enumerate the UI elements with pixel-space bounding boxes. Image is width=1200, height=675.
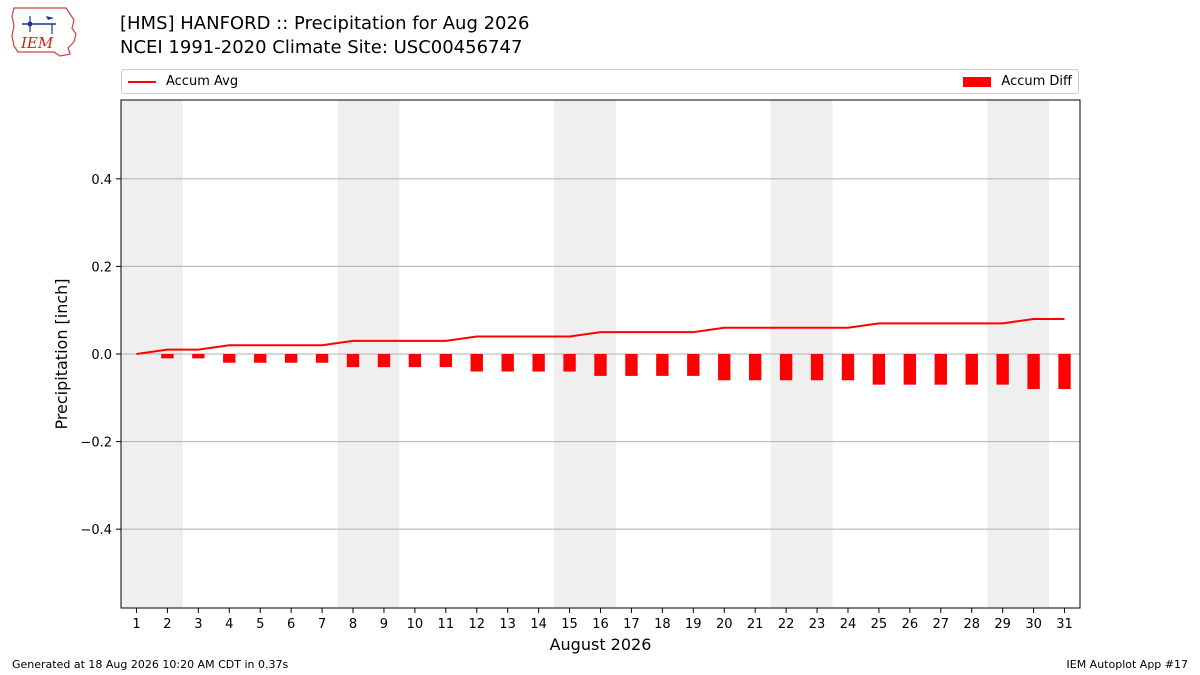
bar-day-11 [439,354,453,368]
x-tick-label-29: 29 [994,617,1011,632]
legend: Accum Avg Accum Diff [121,69,1079,94]
bar-day-17 [625,354,638,376]
bar-day-18 [656,354,669,376]
x-tick-label-8: 8 [349,617,357,632]
bar-day-10 [408,354,422,368]
x-tick-label-16: 16 [592,617,609,632]
x-tick-label-3: 3 [194,617,202,632]
line-swatch-icon [128,81,156,83]
bar-day-22 [779,354,793,381]
bar-day-20 [718,354,731,381]
bar-day-8 [346,354,360,368]
x-axis-label: August 2026 [550,635,652,654]
footer-app: IEM Autoplot App #17 [1066,658,1189,671]
x-tick-label-2: 2 [163,617,171,632]
x-tick-label-21: 21 [747,617,764,632]
bar-day-4 [223,354,236,363]
bar-day-12 [470,354,483,372]
x-tick-label-10: 10 [407,617,424,632]
logo-text: IEM [20,34,54,52]
y-tick-label-4: 0.4 [91,173,112,188]
bar-day-29 [996,354,1009,385]
chart-subtitle: NCEI 1991-2020 Climate Site: USC00456747 [120,37,523,58]
bar-day-26 [903,354,917,385]
bar-day-2 [161,354,174,359]
x-tick-label-5: 5 [256,617,264,632]
x-tick-label-6: 6 [287,617,295,632]
weekend-band-5 [987,100,1050,608]
x-tick-label-20: 20 [716,617,733,632]
x-tick-label-26: 26 [902,617,919,632]
chart-title: [HMS] HANFORD :: Precipitation for Aug 2… [120,13,530,34]
legend-item-accum-avg: Accum Avg [128,73,238,91]
bar-day-16 [594,354,607,376]
bar-day-28 [965,354,978,385]
x-tick-label-14: 14 [530,617,547,632]
y-tick-label-1: −0.2 [80,436,112,451]
x-tick-label-18: 18 [654,617,671,632]
bar-day-25 [872,354,886,385]
x-tick-label-28: 28 [963,617,980,632]
x-tick-label-17: 17 [623,617,640,632]
y-tick-label-0: −0.4 [80,523,112,538]
bar-day-5 [254,354,267,363]
y-tick-label-3: 0.2 [91,260,112,275]
iem-logo: IEM [11,7,77,57]
bar-day-14 [532,354,545,372]
y-tick-label-2: 0.0 [91,348,112,363]
x-tick-label-1: 1 [132,617,140,632]
weekend-band-3 [554,100,616,608]
bar-day-13 [501,354,514,372]
bar-day-19 [687,354,700,376]
legend-label-accum-avg: Accum Avg [166,74,239,89]
weekend-band-4 [770,100,833,608]
x-tick-label-12: 12 [468,617,485,632]
x-tick-label-7: 7 [318,617,326,632]
x-tick-label-11: 11 [438,617,455,632]
legend-label-accum-diff: Accum Diff [1001,74,1072,89]
x-tick-label-19: 19 [685,617,702,632]
bar-day-7 [315,354,329,363]
bar-day-23 [810,354,824,381]
plot-frame [120,99,1081,609]
bar-day-9 [377,354,391,368]
x-tick-label-30: 30 [1025,617,1042,632]
bar-day-15 [563,354,576,372]
x-tick-label-31: 31 [1056,617,1073,632]
y-axis-label: Precipitation [inch] [52,278,71,429]
bar-day-3 [192,354,205,359]
legend-item-accum-diff: Accum Diff [963,73,1072,91]
x-tick-label-25: 25 [871,617,888,632]
bar-day-21 [748,354,762,381]
bar-day-27 [934,354,947,385]
weekend-band-2 [337,100,400,608]
x-tick-label-9: 9 [380,617,388,632]
x-tick-label-27: 27 [933,617,950,632]
footer-generated: Generated at 18 Aug 2026 10:20 AM CDT in… [12,658,289,671]
x-tick-label-23: 23 [809,617,826,632]
line-accum-avg [136,317,1065,355]
x-tick-label-13: 13 [499,617,516,632]
bar-day-30 [1027,354,1040,390]
x-tick-label-15: 15 [561,617,578,632]
x-tick-label-24: 24 [840,617,857,632]
weekend-band-1 [121,100,183,608]
x-tick-label-22: 22 [778,617,795,632]
bar-day-6 [284,354,298,363]
bar-day-31 [1058,354,1071,390]
bar-swatch-icon [963,77,992,87]
x-tick-label-4: 4 [225,617,233,632]
bar-day-24 [841,354,855,381]
